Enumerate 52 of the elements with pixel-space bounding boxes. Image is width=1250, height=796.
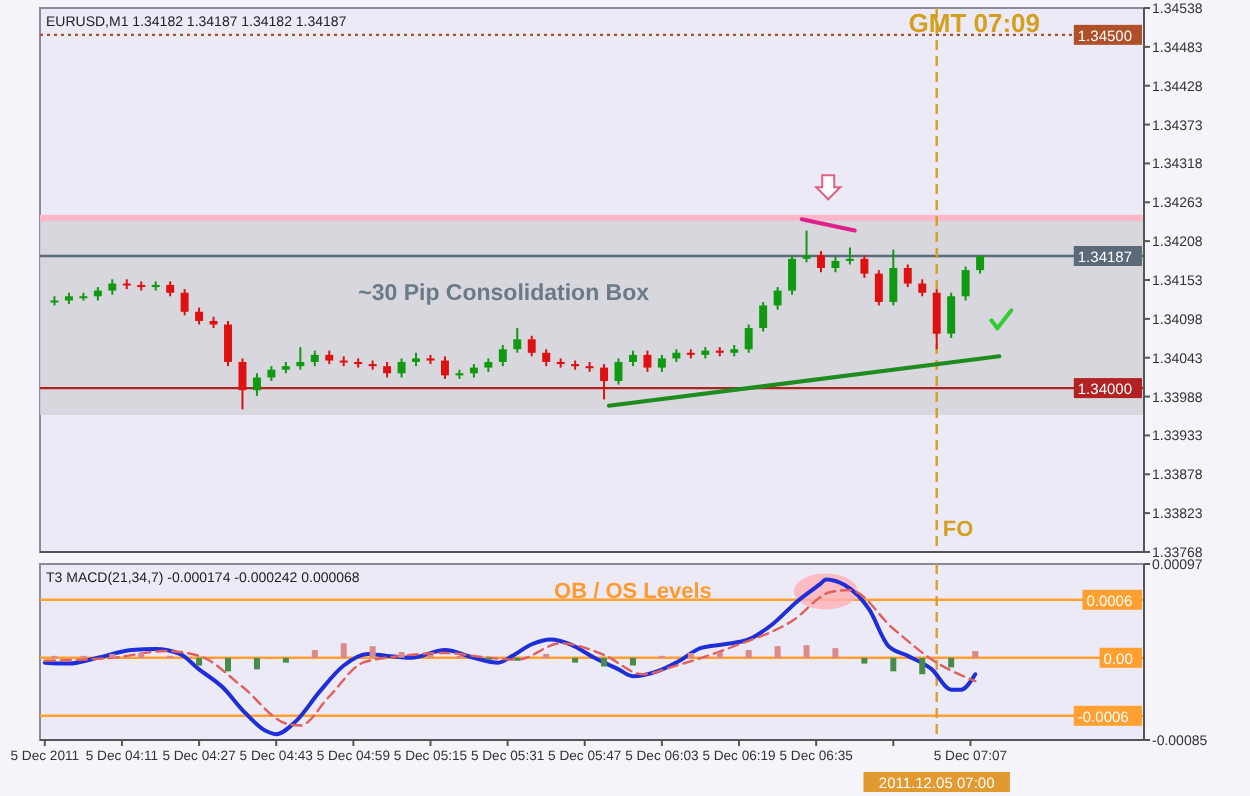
bar [629, 657, 636, 666]
bar [225, 657, 232, 672]
bar [861, 657, 868, 664]
bar [572, 657, 579, 663]
bar [398, 652, 405, 658]
candlestick [397, 357, 406, 379]
candlestick [527, 334, 536, 358]
bar [340, 643, 347, 658]
candlestick [802, 229, 811, 264]
candlestick [759, 300, 768, 333]
candlestick [817, 250, 825, 274]
candlestick [976, 254, 985, 275]
annotation: GMT 07:09 [908, 8, 1040, 38]
annotation: ~30 Pip Consolidation Box [358, 282, 651, 307]
bar [311, 650, 318, 658]
candlestick [600, 363, 609, 401]
candlestick [252, 372, 261, 397]
bar [687, 652, 694, 658]
bar [972, 651, 979, 658]
candlestick [874, 269, 883, 307]
bar [716, 652, 723, 658]
candlestick [932, 288, 941, 351]
bar [282, 657, 289, 663]
bar [196, 657, 203, 666]
bar [774, 646, 781, 658]
candlestick [860, 254, 869, 279]
annotation: OB / OS Levels [554, 579, 712, 604]
candlestick [498, 344, 507, 368]
candlestick [513, 327, 522, 354]
ref-line-label: FO [942, 518, 975, 542]
candlestick [643, 349, 652, 373]
candlestick [961, 265, 970, 302]
candlestick [296, 346, 305, 371]
bar [369, 646, 376, 658]
candlestick [947, 291, 956, 339]
bar [803, 645, 810, 658]
bar [919, 657, 926, 675]
candlestick [889, 248, 898, 307]
candlestick [903, 263, 912, 289]
bar [138, 652, 145, 658]
candlestick [744, 323, 753, 354]
bar [948, 657, 955, 668]
bar [601, 657, 608, 667]
candlestick [788, 254, 797, 296]
bar [832, 648, 839, 658]
candlestick [224, 319, 232, 368]
candlestick [773, 286, 782, 311]
candlestick [440, 355, 449, 380]
bar [253, 657, 260, 670]
bar [745, 650, 752, 658]
bar [890, 657, 897, 672]
candlestick [180, 288, 189, 317]
